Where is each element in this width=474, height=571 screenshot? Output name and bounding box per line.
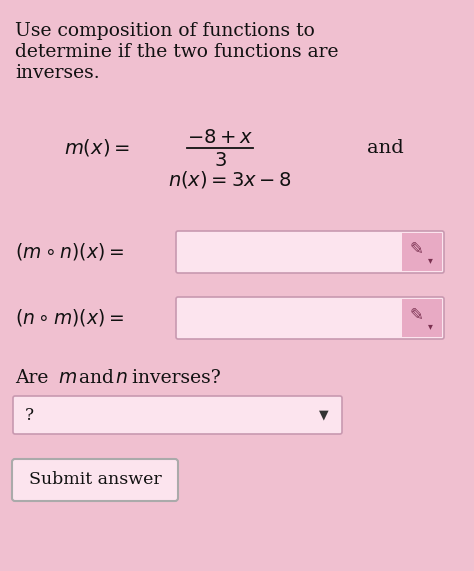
Text: and: and [366, 139, 403, 157]
Text: $3$: $3$ [214, 152, 227, 170]
Text: ✎: ✎ [409, 240, 423, 258]
FancyBboxPatch shape [13, 396, 342, 434]
Text: $m$: $m$ [58, 369, 77, 387]
Text: $n(x) = 3x-8$: $n(x) = 3x-8$ [168, 170, 292, 191]
FancyBboxPatch shape [402, 299, 442, 337]
Text: ✎: ✎ [409, 306, 423, 324]
Text: $(n\circ m)(x) =$: $(n\circ m)(x) =$ [15, 308, 124, 328]
Text: $(m\circ n)(x) =$: $(m\circ n)(x) =$ [15, 242, 124, 263]
Text: inverses?: inverses? [126, 369, 221, 387]
Text: $-8+x$: $-8+x$ [187, 129, 253, 147]
FancyBboxPatch shape [176, 231, 444, 273]
Text: determine if the two functions are: determine if the two functions are [15, 43, 338, 61]
Text: Are: Are [15, 369, 55, 387]
Text: Use composition of functions to: Use composition of functions to [15, 22, 315, 40]
Text: ▼: ▼ [319, 408, 329, 421]
Text: ?: ? [25, 407, 34, 424]
Text: Submit answer: Submit answer [28, 472, 161, 489]
Text: and: and [73, 369, 120, 387]
Text: $n$: $n$ [115, 369, 128, 387]
Text: inverses.: inverses. [15, 64, 100, 82]
Text: $m(x) =$: $m(x) =$ [64, 138, 130, 159]
Text: ▾: ▾ [428, 321, 432, 331]
FancyBboxPatch shape [176, 297, 444, 339]
FancyBboxPatch shape [12, 459, 178, 501]
Text: ▾: ▾ [428, 255, 432, 265]
FancyBboxPatch shape [402, 233, 442, 271]
